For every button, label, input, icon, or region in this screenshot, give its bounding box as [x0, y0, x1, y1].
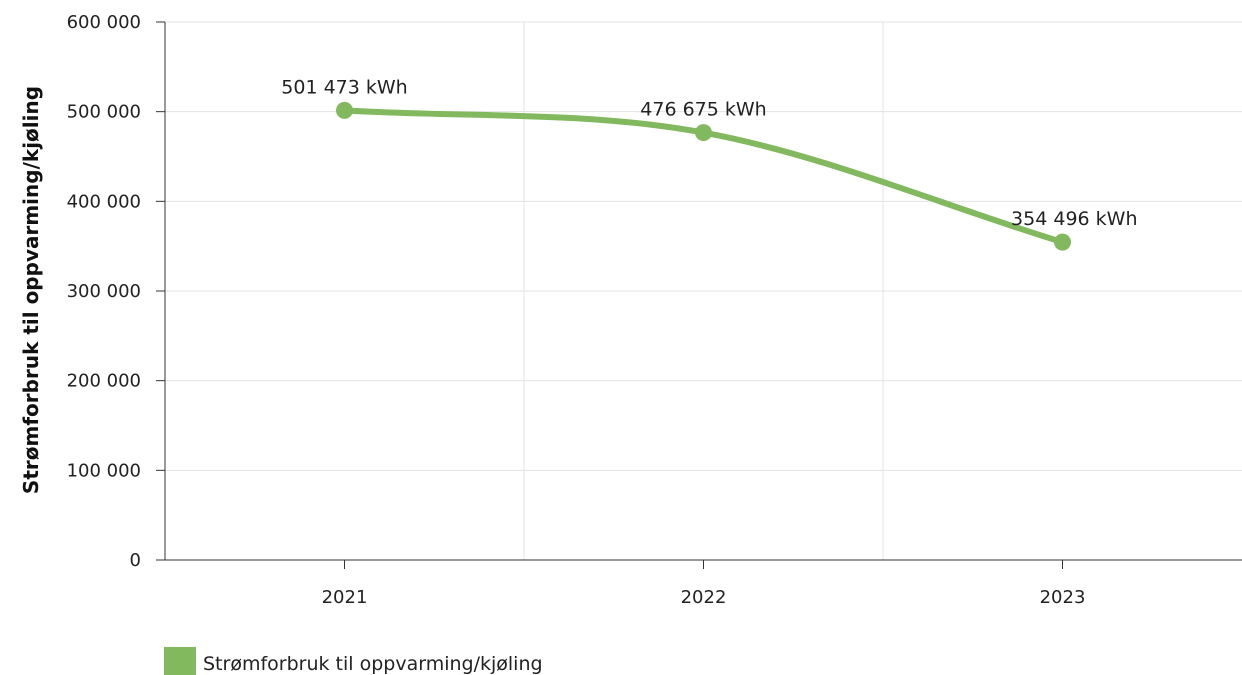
y-tick-label: 400 000: [67, 191, 141, 212]
data-label: 501 473 kWh: [281, 76, 407, 98]
data-label: 476 675 kWh: [640, 99, 766, 121]
x-tick-label: 2022: [681, 587, 727, 608]
x-axis-ticks: 2021 2022 2023: [322, 560, 1086, 608]
data-point: [336, 101, 353, 119]
data-point: [1054, 233, 1071, 251]
data-point: [695, 124, 712, 142]
y-tick-label: 100 000: [67, 460, 141, 481]
y-tick-label: 200 000: [67, 371, 141, 392]
legend-label: Strømforbruk til oppvarming/kjøling: [203, 653, 543, 675]
x-tick-label: 2021: [322, 587, 368, 608]
y-tick-label: 500 000: [67, 102, 141, 123]
data-label: 354 496 kWh: [1011, 208, 1137, 230]
y-tick-label: 600 000: [67, 12, 141, 33]
series-group: 501 473 kWh 476 675 kWh 354 496 kWh: [281, 76, 1138, 251]
y-tick-label: 300 000: [67, 281, 141, 302]
y-axis-title: Strømforbruk til oppvarming/kjøling: [19, 86, 43, 494]
x-tick-label: 2023: [1040, 587, 1086, 608]
legend-swatch: [164, 647, 196, 675]
y-tick-label: 0: [130, 550, 141, 571]
y-axis-ticks: 0 100 000 200 000 300 000 400 000 500 000 600 …: [67, 12, 165, 571]
legend[interactable]: Strømforbruk til oppvarming/kjøling: [164, 647, 543, 675]
